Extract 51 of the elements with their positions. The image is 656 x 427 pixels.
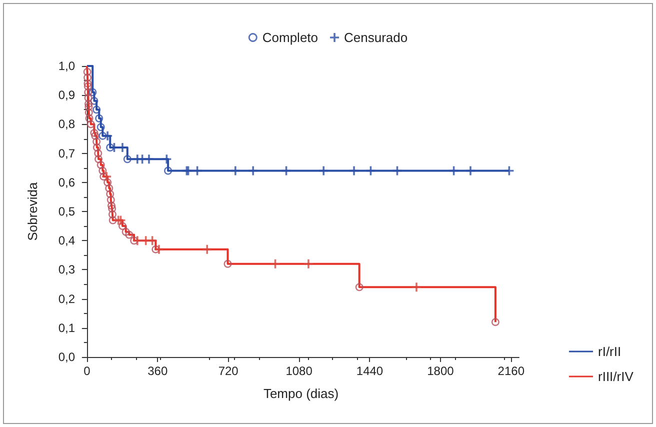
y-tick-label: 0,1 bbox=[58, 320, 76, 335]
point bbox=[224, 260, 232, 268]
y-tick-label: 0,9 bbox=[58, 88, 76, 102]
point bbox=[270, 259, 280, 268]
point bbox=[144, 154, 154, 164]
legend-label: rIII/rIV bbox=[598, 369, 634, 384]
x-tick-label: 2160 bbox=[498, 364, 525, 378]
point bbox=[248, 166, 258, 176]
legend-label: Completo bbox=[262, 30, 318, 45]
y-tick-label: 0,7 bbox=[58, 146, 76, 160]
point bbox=[95, 114, 104, 122]
y-tick-label: 0,6 bbox=[58, 175, 76, 190]
point bbox=[355, 283, 364, 292]
legend-label: Censurado bbox=[344, 30, 408, 45]
y-tick-label: 0,2 bbox=[58, 292, 76, 306]
point bbox=[125, 230, 134, 239]
point bbox=[202, 244, 212, 254]
point bbox=[92, 106, 101, 114]
point bbox=[412, 282, 421, 292]
y-tick-label: 0,3 bbox=[58, 262, 76, 277]
point bbox=[86, 120, 95, 128]
point bbox=[132, 236, 142, 246]
x-tick-label: 1080 bbox=[286, 364, 313, 378]
point bbox=[123, 155, 132, 164]
x-axis-title: Tempo (dias) bbox=[263, 386, 339, 401]
point bbox=[304, 259, 313, 268]
point bbox=[319, 166, 328, 176]
x-tick-label: 720 bbox=[218, 364, 239, 378]
x-tick-label: 0 bbox=[84, 364, 91, 378]
y-tick-label: 0,0 bbox=[58, 350, 76, 364]
y-tick-label: 0,4 bbox=[58, 234, 76, 248]
x-tick-label: 360 bbox=[148, 364, 168, 378]
y-tick-label: 0,8 bbox=[58, 117, 76, 132]
point bbox=[350, 166, 359, 176]
point bbox=[103, 131, 112, 140]
point bbox=[164, 166, 172, 175]
point bbox=[230, 166, 240, 176]
point bbox=[491, 318, 500, 326]
y-tick-label: 1,0 bbox=[58, 59, 76, 73]
point bbox=[466, 166, 475, 176]
point bbox=[154, 244, 164, 254]
point bbox=[102, 172, 112, 182]
point bbox=[148, 236, 157, 246]
y-tick-label: 0,5 bbox=[58, 204, 76, 218]
point bbox=[96, 123, 105, 132]
legend-label: rI/rII bbox=[598, 344, 622, 359]
x-tick-label: 1800 bbox=[427, 364, 454, 378]
point bbox=[98, 132, 107, 140]
point bbox=[162, 154, 172, 164]
x-tick-label: 1440 bbox=[356, 364, 384, 378]
y-axis-title: Sobrevida bbox=[25, 181, 40, 241]
